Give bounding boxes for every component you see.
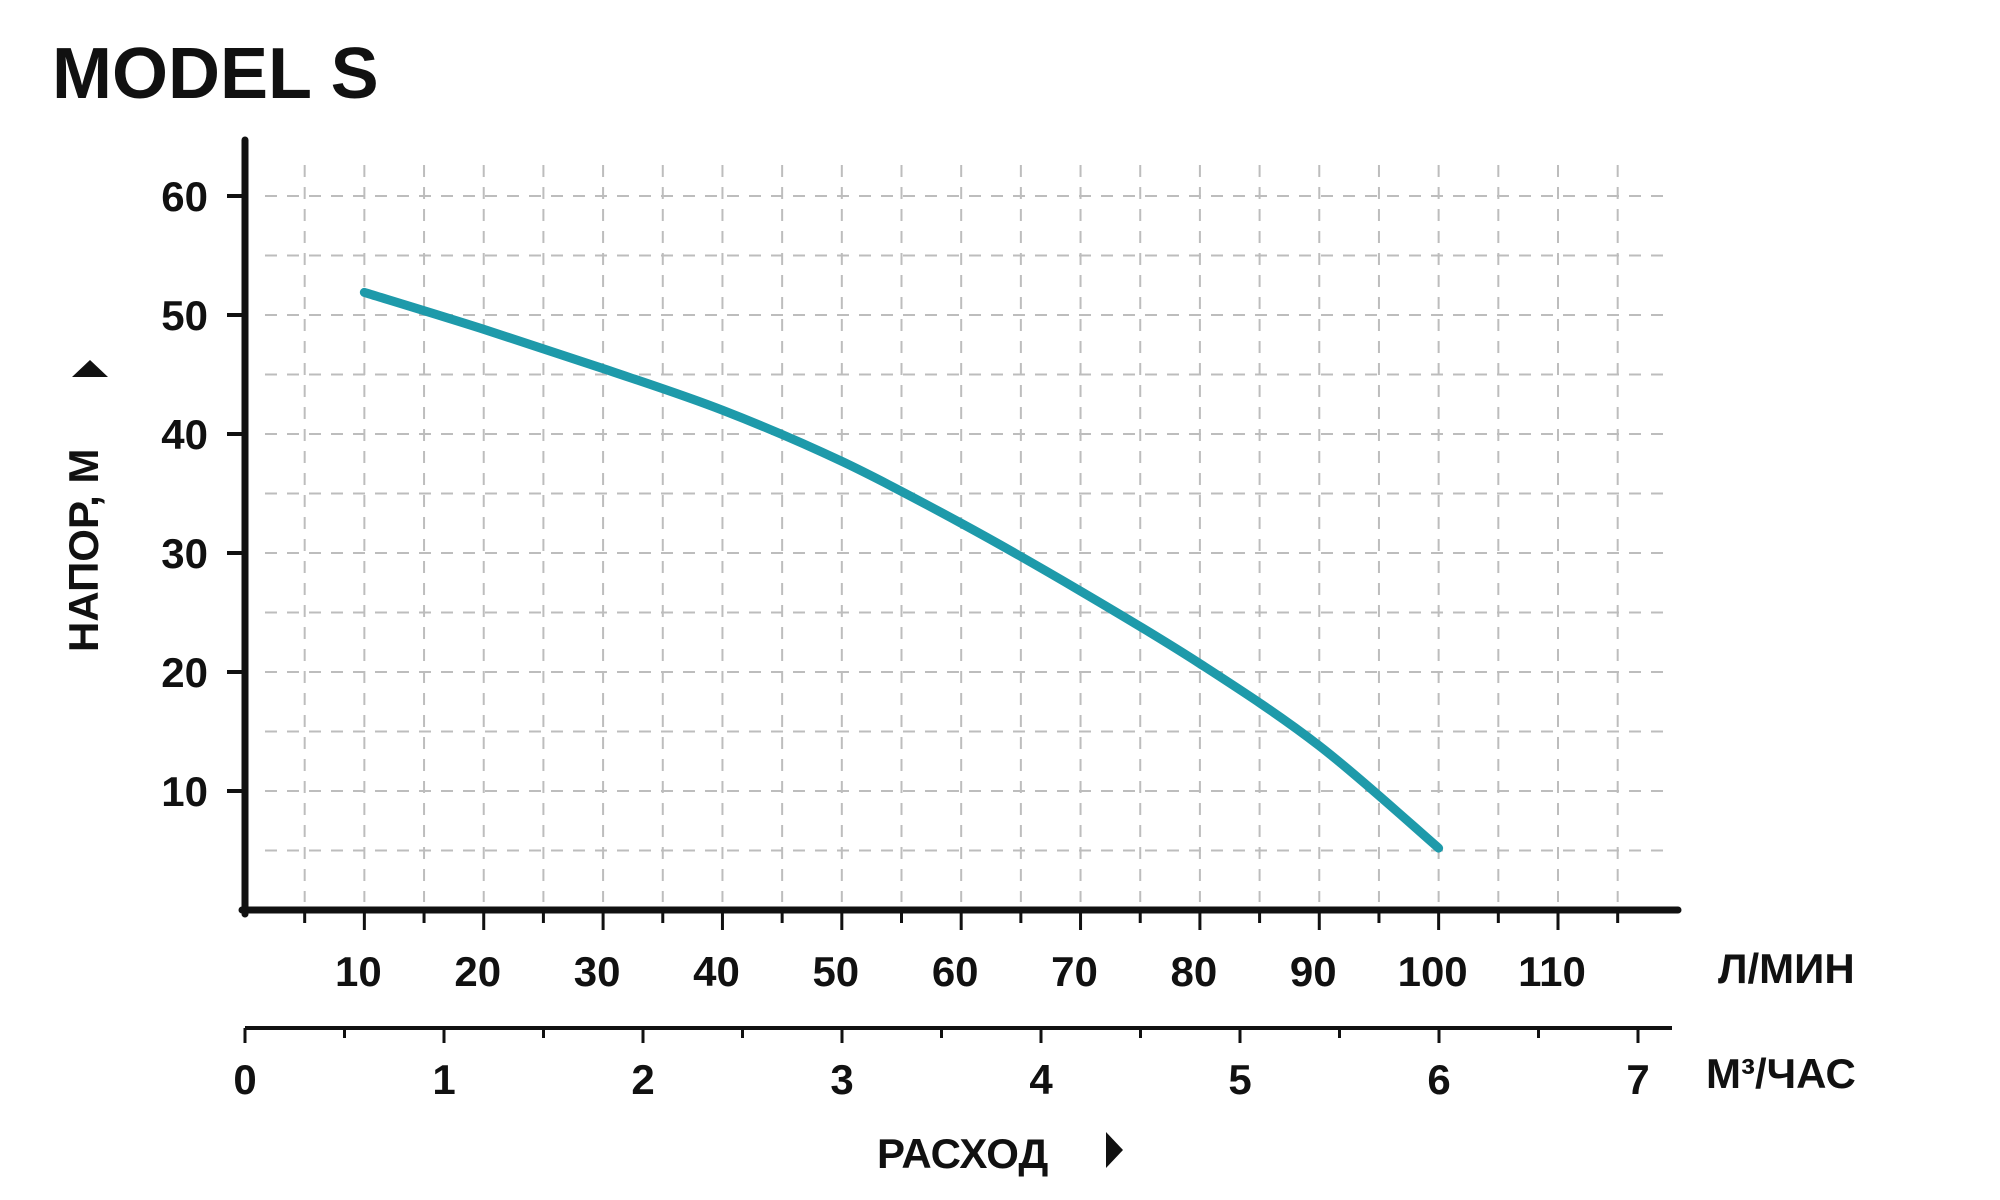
y-axis-arrow-icon (72, 360, 108, 377)
x-tick-label-primary: 100 (1398, 948, 1468, 995)
x-axis-arrow-icon (1106, 1132, 1123, 1168)
x-tick-label-primary: 10 (335, 948, 382, 995)
x-axis-title: РАСХОД (877, 1130, 1048, 1177)
x-tick-label-primary: 70 (1051, 948, 1098, 995)
ticks: 10 20 30 40 50 60 10 20 30 40 50 60 70 80 90 100 110 0 1 2 3… (161, 173, 1649, 1103)
x-tick-label-secondary: 6 (1427, 1056, 1450, 1103)
x-tick-label-secondary: 7 (1626, 1056, 1649, 1103)
series-line (359, 287, 1444, 853)
x-tick-label-secondary: 1 (432, 1056, 455, 1103)
x-units-secondary: М³/ЧАС (1706, 1050, 1856, 1097)
y-tick-label: 50 (161, 292, 208, 339)
x-tick-label-secondary: 4 (1029, 1056, 1053, 1103)
x-tick-label-primary: 30 (574, 948, 621, 995)
x-tick-label-primary: 40 (693, 948, 740, 995)
y-axis-title: НАПОР, М (60, 449, 107, 653)
chart-title: MODEL S (52, 34, 379, 114)
y-tick-label: 40 (161, 411, 208, 458)
x-tick-label-primary: 80 (1171, 948, 1218, 995)
grid (265, 165, 1670, 902)
x-tick-label-primary: 90 (1290, 948, 1337, 995)
x-tick-label-secondary: 5 (1228, 1056, 1251, 1103)
x-tick-label-secondary: 3 (830, 1056, 853, 1103)
x-units-primary: Л/МИН (1718, 945, 1855, 992)
x-tick-label-primary: 60 (932, 948, 979, 995)
x-tick-label-primary: 110 (1518, 948, 1586, 995)
y-tick-label: 30 (161, 530, 208, 577)
y-tick-label: 60 (161, 173, 208, 220)
x-tick-label-secondary: 0 (233, 1056, 256, 1103)
series-layer (359, 287, 1444, 853)
axes (238, 136, 1682, 1030)
x-tick-label-primary: 20 (454, 948, 501, 995)
y-tick-label: 10 (161, 768, 208, 815)
x-tick-label-secondary: 2 (631, 1056, 654, 1103)
y-tick-label: 20 (161, 649, 208, 696)
x-tick-label-primary: 50 (812, 948, 859, 995)
